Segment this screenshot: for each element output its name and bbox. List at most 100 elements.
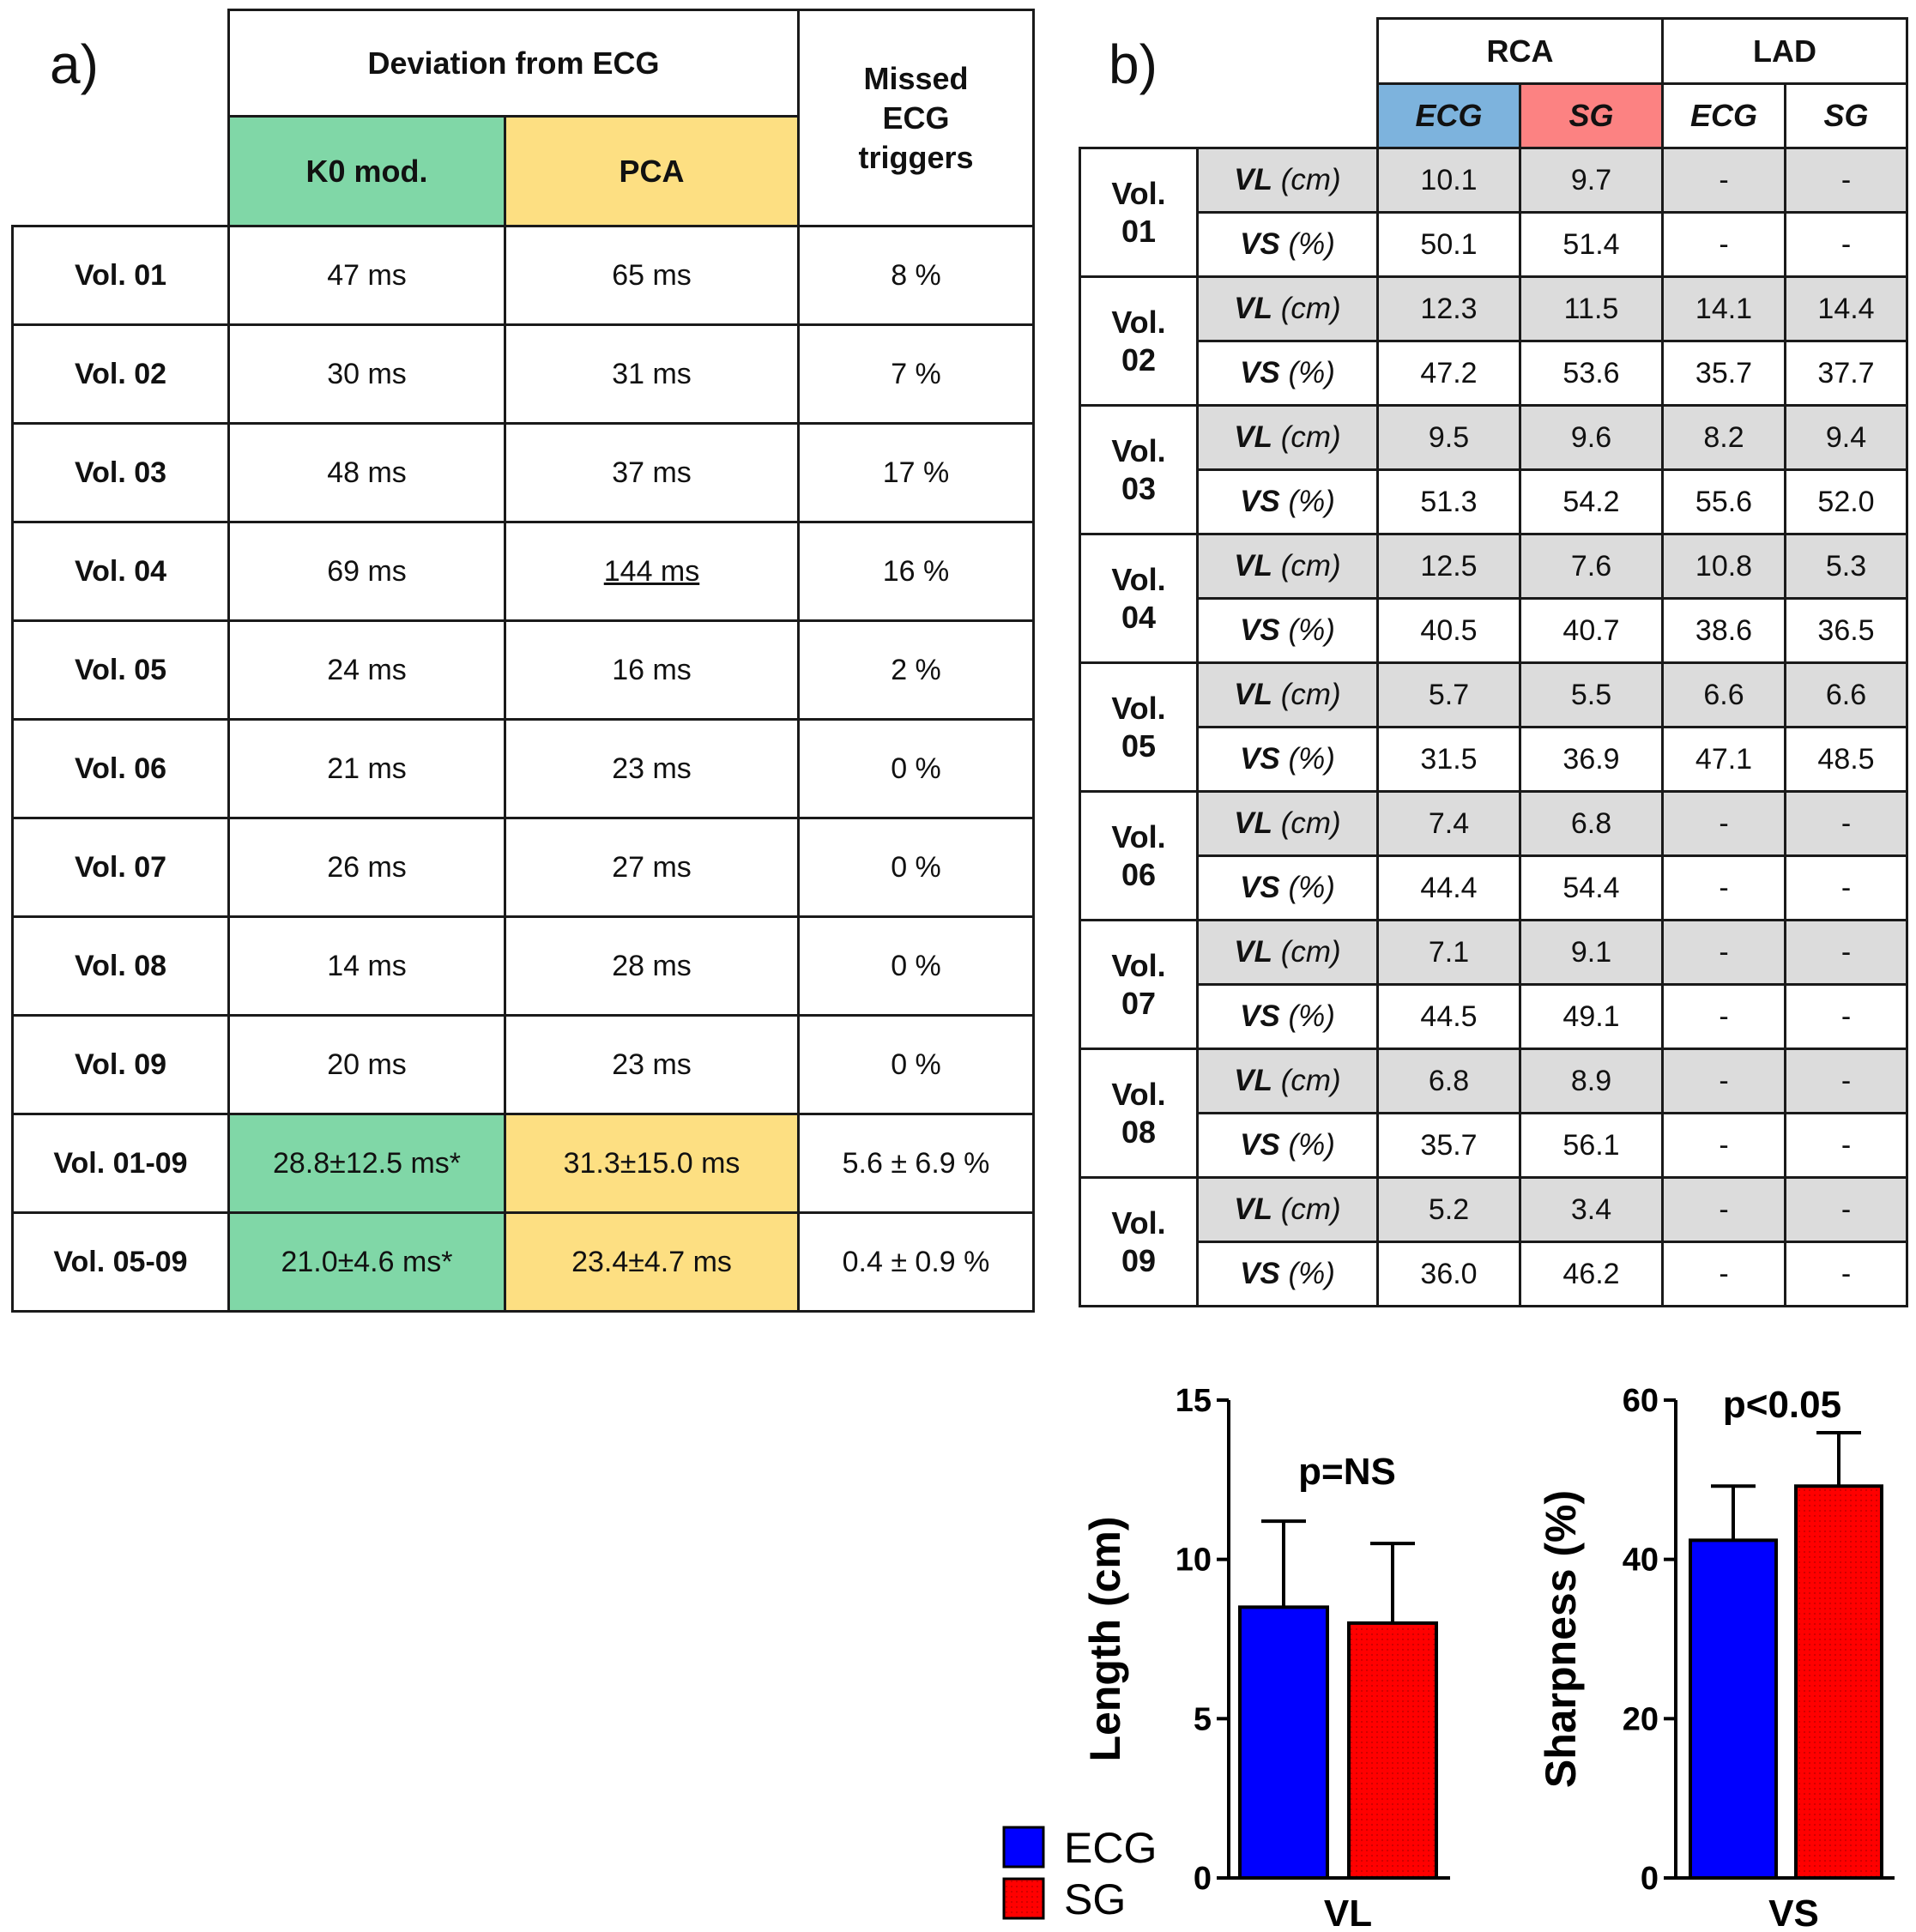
value-cell: 40.5 — [1376, 597, 1521, 664]
table-row: VS (%) 50.1 51.4- - — [1080, 211, 1908, 278]
value-cell: 9.7 — [1519, 147, 1664, 214]
value-cell: 52.0 — [1784, 468, 1908, 535]
metric-label-vl: VL (cm) — [1196, 1048, 1379, 1114]
row-missed-value-text: 2 % — [891, 653, 941, 686]
row-volunteer: Vol. 08 — [11, 915, 230, 1017]
value-cell: 47.2 — [1376, 340, 1521, 407]
value-cell: 56.1 — [1519, 1112, 1664, 1179]
bar-sg — [1347, 1621, 1438, 1881]
table-row: Vol. 03 VL (cm) 9.5 9.6 8.2 9.4 — [1079, 404, 1908, 535]
table-row: VS (%) 31.5 36.9 47.1 48.5 — [1080, 726, 1908, 793]
metric-label-vs: VS (%) — [1196, 726, 1379, 793]
value-cell: 5.5 — [1519, 661, 1664, 728]
metric-unit: (cm) — [1280, 1064, 1341, 1097]
value-cell: - — [1784, 854, 1908, 921]
value-cell: 5.2 — [1376, 1176, 1521, 1243]
metric-name: VS — [1240, 999, 1280, 1033]
row-pca-value: 23 ms — [504, 718, 800, 819]
row-pca-value-text: 28 ms — [612, 949, 692, 982]
summary-vol: Vol. 05-09 — [11, 1211, 230, 1313]
volunteer-label-line1: Vol. — [1111, 690, 1166, 726]
row-k0-value: 20 ms — [227, 1014, 506, 1115]
panel-b-label: b) — [1109, 33, 1157, 95]
volunteer-label: Vol. 04 — [1079, 533, 1199, 664]
header-k0: K0 mod. — [227, 115, 506, 227]
value-cell: 44.4 — [1376, 854, 1521, 921]
value-cell: 38.6 — [1661, 597, 1786, 664]
row-volunteer-text: Vol. 06 — [74, 752, 167, 785]
row-k0-value: 21 ms — [227, 718, 506, 819]
value-cell: 12.3 — [1376, 275, 1521, 342]
row-k0-value: 47 ms — [227, 225, 506, 326]
table-row: VS (%) 36.0 46.2- - — [1080, 1241, 1908, 1307]
row-k0-value: 48 ms — [227, 422, 506, 523]
row-volunteer: Vol. 04 — [11, 521, 230, 622]
value-cell: 8.2 — [1661, 404, 1786, 471]
value-cell: 7.1 — [1376, 919, 1521, 986]
table-row: VS (%) 40.5 40.7 38.6 36.5 — [1080, 597, 1908, 664]
volunteer-label: Vol. 05 — [1079, 661, 1199, 793]
metric-label-vl: VL (cm) — [1196, 790, 1379, 857]
y-axis-label: Length (cm) — [1081, 1516, 1129, 1761]
table-row: Vol. 06 21 ms 23 ms 0 % — [11, 718, 1035, 819]
value-cell: 54.2 — [1519, 468, 1664, 535]
value-cell: 6.8 — [1519, 790, 1664, 857]
metric-name: VL — [1234, 1064, 1273, 1097]
row-k0-value-text: 47 ms — [327, 258, 407, 292]
value-cell: 35.7 — [1376, 1112, 1521, 1179]
header-lad: LAD — [1661, 17, 1908, 85]
header-rca-ecg: ECG — [1376, 82, 1521, 149]
value-cell: - — [1784, 983, 1908, 1050]
value-cell: 12.5 — [1376, 533, 1521, 600]
value-cell: - — [1661, 1112, 1786, 1179]
value-cell: - — [1784, 1048, 1908, 1114]
volunteer-label-line2: 05 — [1121, 728, 1157, 764]
header-deviation: Deviation from ECG — [227, 9, 800, 118]
legend-label: SG — [1064, 1875, 1126, 1923]
row-k0-value-text: 30 ms — [327, 357, 407, 390]
metric-label-vl: VL (cm) — [1196, 275, 1379, 342]
value-cell: 31.5 — [1376, 726, 1521, 793]
summary-pca: 31.3±15.0 ms — [504, 1113, 800, 1214]
metric-name: VL — [1234, 292, 1273, 325]
row-pca-value: 65 ms — [504, 225, 800, 326]
x-axis-label: VL — [1324, 1893, 1372, 1932]
deviation-table: Deviation from ECG Missed ECG triggers K… — [11, 9, 1035, 1313]
row-pca-value-text: 27 ms — [612, 850, 692, 884]
row-pca-value: 28 ms — [504, 915, 800, 1017]
metric-label-vs: VS (%) — [1196, 597, 1379, 664]
p-value-annotation: p=NS — [1298, 1451, 1396, 1493]
y-tick-label: 60 — [1623, 1383, 1659, 1419]
metric-unit: (%) — [1288, 742, 1335, 776]
table-row: Vol. 09 VL (cm) 5.2 3.4- - — [1079, 1176, 1908, 1307]
summary-k0: 21.0±4.6 ms* — [227, 1211, 506, 1313]
table-row: VS (%) 47.2 53.6 35.7 37.7 — [1080, 340, 1908, 407]
volunteer-label-line1: Vol. — [1111, 561, 1166, 597]
table-row: Vol. 05 24 ms 16 ms 2 % — [11, 619, 1035, 721]
y-tick-label: 20 — [1623, 1701, 1659, 1737]
header-missed: Missed ECG triggers — [797, 9, 1035, 227]
header-missed-line3: triggers — [858, 139, 974, 175]
metric-unit: (cm) — [1280, 549, 1341, 583]
value-cell: - — [1661, 919, 1786, 986]
volunteer-label-line1: Vol. — [1111, 818, 1166, 854]
row-missed-value: 0 % — [797, 1014, 1035, 1115]
value-cell: - — [1784, 147, 1908, 214]
value-cell: - — [1661, 147, 1786, 214]
table-row: Vol. 09 20 ms 23 ms 0 % — [11, 1014, 1035, 1115]
row-pca-value-text: 65 ms — [612, 258, 692, 292]
metric-unit: (cm) — [1280, 292, 1341, 325]
value-cell: 5.3 — [1784, 533, 1908, 600]
metric-unit: (%) — [1288, 999, 1335, 1033]
table-row: VS (%) 44.5 49.1- - — [1080, 983, 1908, 1050]
value-cell: 3.4 — [1519, 1176, 1664, 1243]
value-cell: 9.5 — [1376, 404, 1521, 471]
header-pca: PCA — [504, 115, 800, 227]
value-cell: 9.6 — [1519, 404, 1664, 471]
table-row: VS (%) 51.3 54.2 55.6 52.0 — [1080, 468, 1908, 535]
value-cell: 51.3 — [1376, 468, 1521, 535]
value-cell: - — [1661, 1048, 1786, 1114]
y-tick-label: 40 — [1623, 1543, 1659, 1579]
value-cell: 7.6 — [1519, 533, 1664, 600]
